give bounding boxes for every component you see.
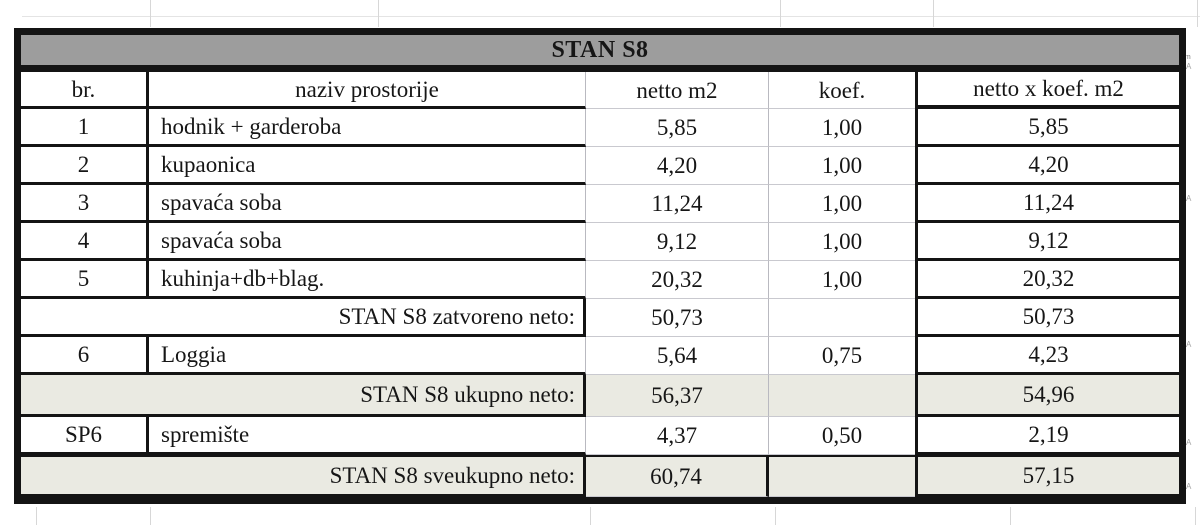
total-row-sveukupno: STAN S8 sveukupno neto: 60,74 57,15 — [21, 455, 1179, 497]
cell-nxk: 9,12 — [915, 223, 1179, 261]
gridline-vertical — [780, 0, 781, 27]
subtotal-row-ukupno: STAN S8 ukupno neto: 56,37 54,96 — [21, 375, 1179, 417]
gridline-vertical — [1197, 0, 1198, 27]
cell-nxk: 4,20 — [915, 147, 1179, 185]
cell-nxk: 11,24 — [915, 185, 1179, 223]
table-header-row: br. naziv prostorije netto m2 koef. nett… — [21, 72, 1179, 109]
cell-br: 3 — [21, 185, 149, 223]
area-spec-table: STAN S8 br. naziv prostorije netto m2 ko… — [14, 28, 1186, 504]
cell-netto: 20,32 — [586, 261, 769, 299]
gridline-vertical — [378, 0, 379, 27]
table-row: SP6 spremište 4,37 0,50 2,19 — [21, 417, 1179, 455]
cell-koef: 1,00 — [769, 147, 915, 185]
cell-netto: 4,37 — [586, 417, 769, 455]
cell-netto: 5,85 — [586, 109, 769, 147]
gridline-vertical — [775, 507, 776, 525]
cell-netto: 56,37 — [586, 375, 769, 417]
cell-koef: 1,00 — [769, 223, 915, 261]
cell-netto: 60,74 — [586, 455, 769, 497]
cell-br: 5 — [21, 261, 149, 299]
header-netto: netto m2 — [586, 72, 769, 109]
cell-koef: 0,75 — [769, 337, 915, 375]
gridline-vertical — [1195, 507, 1196, 525]
cell-br: SP6 — [21, 417, 149, 455]
table-row: 3 spavaća soba 11,24 1,00 11,24 — [21, 185, 1179, 223]
cell-koef — [769, 299, 915, 337]
cell-koef: 1,00 — [769, 109, 915, 147]
table-row: 4 spavaća soba 9,12 1,00 9,12 — [21, 223, 1179, 261]
table-row: 2 kupaonica 4,20 1,00 4,20 — [21, 147, 1179, 185]
cell-naziv: hodnik + garderoba — [149, 109, 586, 147]
cell-koef: 0,50 — [769, 417, 915, 455]
cell-koef: 1,00 — [769, 185, 915, 223]
watermark-edge: A — [1186, 194, 1192, 203]
subtotal-label: STAN S8 ukupno neto: — [21, 375, 586, 417]
cell-naziv: Loggia — [149, 337, 586, 375]
total-label: STAN S8 sveukupno neto: — [21, 455, 586, 497]
cell-netto: 9,12 — [586, 223, 769, 261]
cell-netto: 11,24 — [586, 185, 769, 223]
cell-naziv: kupaonica — [149, 147, 586, 185]
watermark-edge: A — [1186, 482, 1192, 491]
gridline-vertical — [150, 507, 151, 525]
cell-netto: 50,73 — [586, 299, 769, 337]
cell-br: 2 — [21, 147, 149, 185]
table-title: STAN S8 — [21, 35, 1179, 72]
cell-br: 4 — [21, 223, 149, 261]
cell-naziv: kuhinja+db+blag. — [149, 261, 586, 299]
cell-br: 1 — [21, 109, 149, 147]
cell-netto: 4,20 — [586, 147, 769, 185]
header-koef: koef. — [769, 72, 915, 109]
table-row: 1 hodnik + garderoba 5,85 1,00 5,85 — [21, 109, 1179, 147]
cell-br: 6 — [21, 337, 149, 375]
gridline-vertical — [36, 507, 37, 525]
watermark-edge: A — [1186, 62, 1192, 71]
cell-netto: 5,64 — [586, 337, 769, 375]
cell-nxk: 57,15 — [915, 455, 1179, 497]
cell-koef: 1,00 — [769, 261, 915, 299]
watermark-edge: A — [1186, 438, 1192, 447]
watermark-edge: A — [1186, 340, 1192, 349]
cell-naziv: spremište — [149, 417, 586, 455]
cell-nxk: 5,85 — [915, 109, 1179, 147]
cell-nxk: 20,32 — [915, 261, 1179, 299]
cell-koef — [769, 455, 915, 497]
gridline-vertical — [933, 0, 934, 27]
gridline-horizontal — [22, 16, 1200, 17]
gridline-vertical — [590, 507, 591, 525]
header-nxk: netto x koef. m2 — [915, 72, 1179, 109]
table-row: 6 Loggia 5,64 0,75 4,23 — [21, 337, 1179, 375]
gridline-vertical — [1010, 507, 1011, 525]
header-br: br. — [21, 72, 149, 109]
cell-koef — [769, 375, 915, 417]
cell-nxk: 4,23 — [915, 337, 1179, 375]
cell-nxk: 54,96 — [915, 375, 1179, 417]
subtotal-label: STAN S8 zatvoreno neto: — [21, 299, 586, 337]
cell-nxk: 2,19 — [915, 417, 1179, 455]
cell-naziv: spavaća soba — [149, 223, 586, 261]
header-naziv: naziv prostorije — [149, 72, 586, 109]
cell-naziv: spavaća soba — [149, 185, 586, 223]
cell-nxk: 50,73 — [915, 299, 1179, 337]
gridline-vertical — [150, 0, 151, 27]
subtotal-row-zatvoreno: STAN S8 zatvoreno neto: 50,73 50,73 — [21, 299, 1179, 337]
table-row: 5 kuhinja+db+blag. 20,32 1,00 20,32 — [21, 261, 1179, 299]
